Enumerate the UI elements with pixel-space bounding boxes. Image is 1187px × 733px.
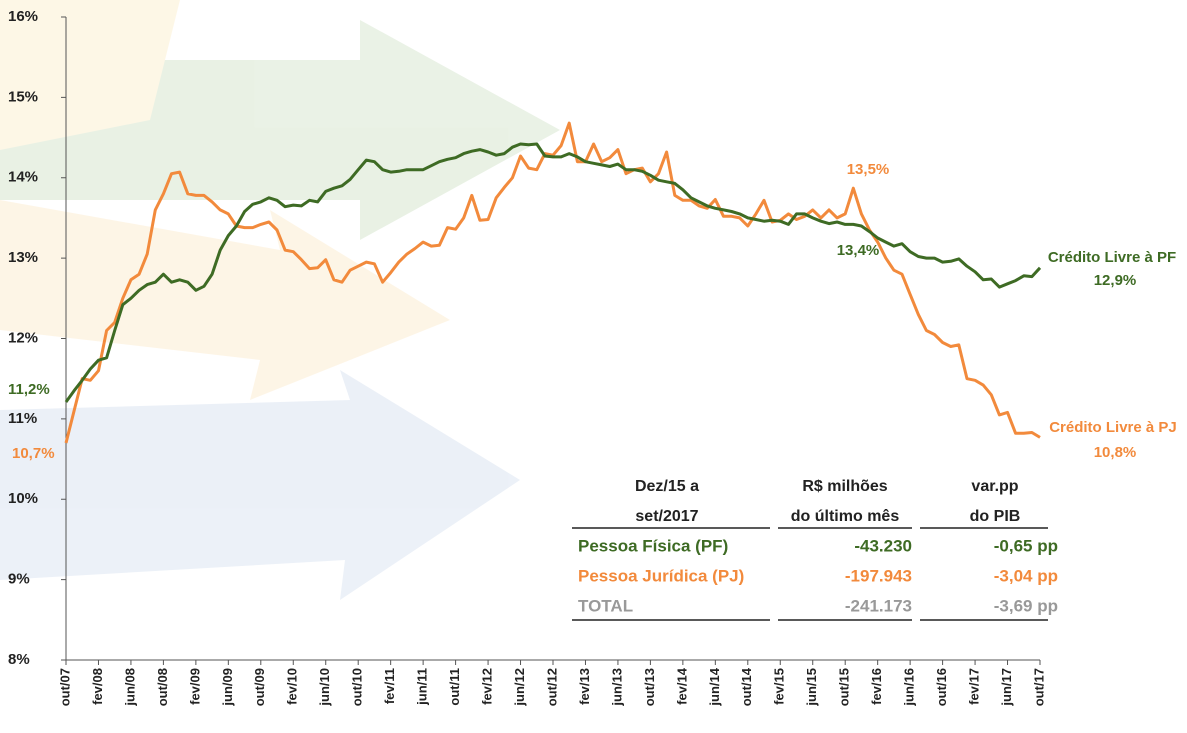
x-tick-label: out/15	[837, 668, 852, 706]
y-tick-label: 14%	[8, 169, 38, 186]
table-cell: TOTAL	[578, 596, 633, 615]
x-tick-label: out/16	[934, 668, 949, 706]
x-tick-label: fev/16	[869, 668, 884, 705]
series-line	[64, 121, 1041, 444]
table-cell: -43.230	[854, 536, 912, 555]
x-tick-label: jun/12	[512, 668, 527, 707]
x-tick-label: out/10	[350, 668, 365, 706]
y-tick-label: 15%	[8, 88, 38, 105]
x-tick-label: fev/12	[480, 668, 495, 705]
annotation: 13,5%	[847, 161, 890, 178]
table-cell: Pessoa Jurídica (PJ)	[578, 566, 744, 585]
table-header: do último mês	[791, 508, 900, 525]
x-tick-label: out/07	[57, 668, 72, 706]
x-tick-label: jun/15	[804, 668, 819, 707]
x-tick-label: out/09	[252, 668, 267, 706]
x-tick-label: fev/14	[674, 667, 689, 705]
x-tick-label: out/17	[1031, 668, 1046, 706]
annotation: Crédito Livre à PJ	[1049, 419, 1177, 436]
table-header: do PIB	[970, 508, 1021, 525]
annotation: 10,8%	[1094, 444, 1137, 461]
annotation: 13,4%	[837, 242, 880, 259]
table-header: Dez/15 a	[635, 478, 699, 495]
y-tick-label: 12%	[8, 329, 38, 346]
x-tick-label: jun/08	[122, 668, 137, 707]
y-tick-label: 11%	[8, 410, 37, 427]
table-cell: -197.943	[845, 566, 912, 585]
x-tick-label: fev/09	[187, 668, 202, 705]
x-tick-label: jun/11	[415, 668, 430, 706]
y-tick-label: 13%	[8, 249, 38, 266]
y-tick-label: 10%	[8, 490, 38, 507]
table-cell: Pessoa Física (PF)	[578, 536, 728, 555]
table-header: R$ milhões	[802, 478, 887, 495]
x-tick-label: jun/16	[902, 668, 917, 707]
x-tick-label: fev/11	[382, 668, 397, 704]
table-cell: -241.173	[845, 596, 912, 615]
x-tick-label: fev/15	[772, 668, 787, 705]
x-tick-label: out/08	[155, 668, 170, 706]
x-tick-label: jun/10	[317, 668, 332, 707]
annotation: 10,7%	[12, 445, 55, 462]
x-tick-label: fev/10	[285, 668, 300, 705]
table-header: var.pp	[971, 478, 1018, 495]
annotation: 12,9%	[1094, 272, 1137, 289]
x-tick-label: jun/14	[707, 667, 722, 706]
y-tick-label: 9%	[8, 571, 30, 588]
background-arrows	[0, 0, 560, 600]
x-tick-label: fev/17	[967, 668, 982, 705]
x-tick-label: out/13	[642, 668, 657, 706]
annotation: 11,2%	[8, 381, 50, 398]
table-cell: -3,69 pp	[994, 596, 1058, 615]
table-cell: -3,04 pp	[994, 566, 1058, 585]
annotation: Crédito Livre à PF	[1048, 249, 1176, 266]
series-line	[64, 142, 1042, 403]
x-tick-label: jun/09	[220, 668, 235, 707]
x-tick-label: fev/08	[90, 668, 105, 705]
table-cell: -0,65 pp	[994, 536, 1058, 555]
x-tick-label: jun/17	[999, 668, 1014, 707]
y-tick-label: 16%	[8, 8, 38, 25]
x-tick-label: jun/13	[609, 668, 624, 707]
x-tick-label: out/14	[739, 667, 754, 706]
table-header: set/2017	[635, 508, 698, 525]
y-tick-label: 8%	[8, 651, 30, 668]
x-tick-label: out/12	[544, 668, 559, 706]
x-tick-label: fev/13	[577, 668, 592, 705]
x-tick-label: out/11	[447, 668, 462, 706]
